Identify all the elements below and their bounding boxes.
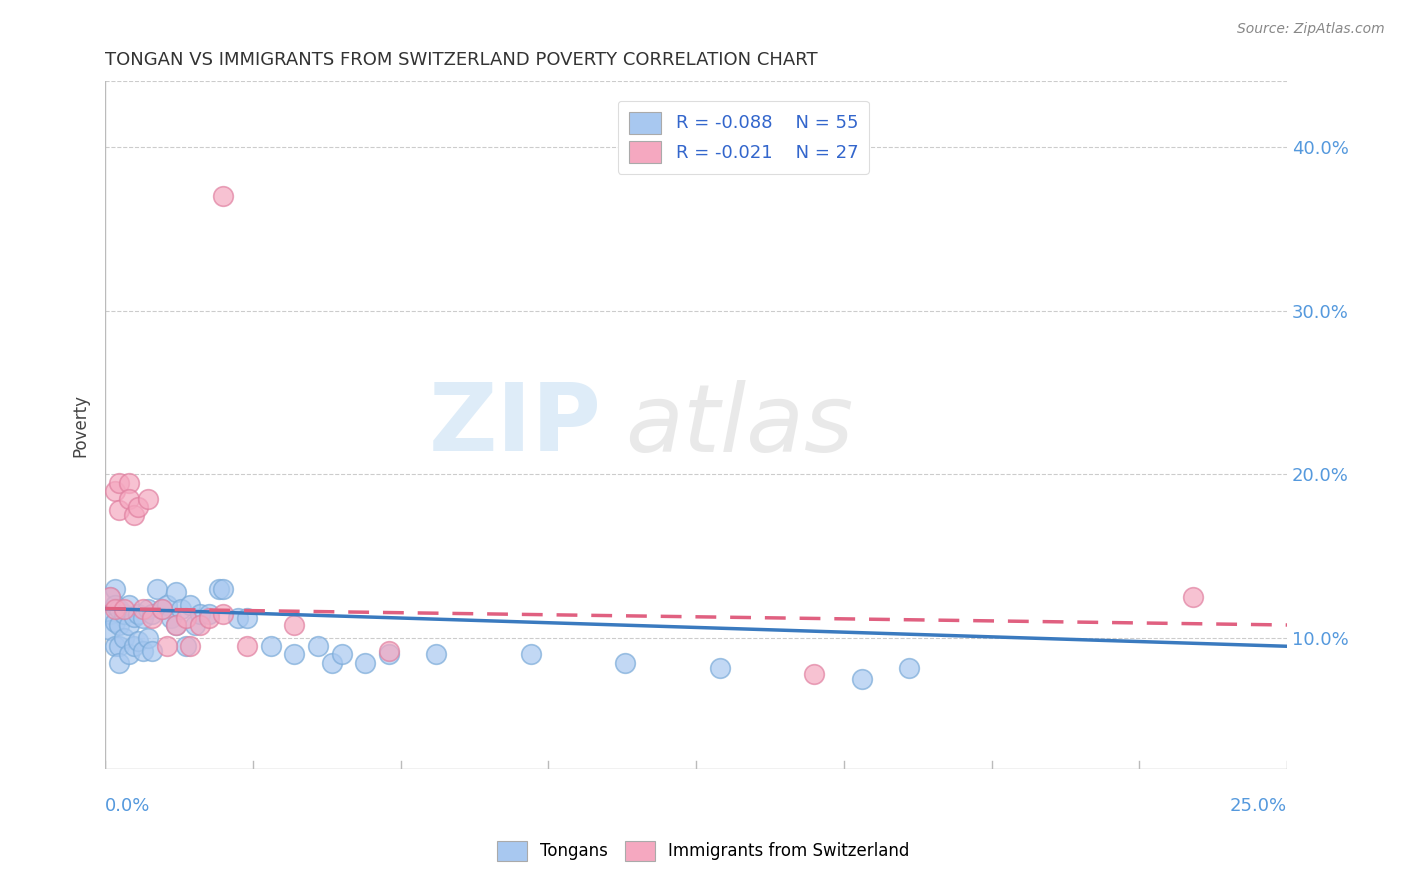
Point bbox=[150, 601, 173, 615]
Point bbox=[108, 618, 131, 632]
Point bbox=[321, 656, 343, 670]
Point bbox=[98, 607, 121, 621]
Point bbox=[330, 648, 353, 662]
Point bbox=[104, 483, 127, 498]
Point bbox=[104, 599, 127, 613]
Point bbox=[307, 640, 329, 654]
Point bbox=[174, 640, 197, 654]
Point bbox=[174, 611, 197, 625]
Point bbox=[425, 648, 447, 662]
Point bbox=[104, 582, 127, 596]
Legend: Tongans, Immigrants from Switzerland: Tongans, Immigrants from Switzerland bbox=[491, 834, 915, 868]
Point bbox=[118, 618, 141, 632]
Text: TONGAN VS IMMIGRANTS FROM SWITZERLAND POVERTY CORRELATION CHART: TONGAN VS IMMIGRANTS FROM SWITZERLAND PO… bbox=[105, 51, 818, 69]
Legend: R = -0.088    N = 55, R = -0.021    N = 27: R = -0.088 N = 55, R = -0.021 N = 27 bbox=[617, 101, 869, 174]
Point bbox=[179, 640, 201, 654]
Point bbox=[122, 640, 145, 654]
Point bbox=[122, 508, 145, 523]
Point bbox=[118, 491, 141, 506]
Text: 25.0%: 25.0% bbox=[1230, 797, 1286, 814]
Point bbox=[260, 640, 283, 654]
Point bbox=[132, 644, 155, 658]
Point bbox=[165, 585, 187, 599]
Point bbox=[803, 667, 825, 681]
Text: Source: ZipAtlas.com: Source: ZipAtlas.com bbox=[1237, 22, 1385, 37]
Point bbox=[198, 607, 221, 621]
Point bbox=[118, 599, 141, 613]
Point bbox=[236, 640, 259, 654]
Point bbox=[897, 660, 920, 674]
Point bbox=[226, 611, 249, 625]
Point bbox=[141, 611, 163, 625]
Point bbox=[614, 656, 637, 670]
Point bbox=[709, 660, 731, 674]
Point bbox=[184, 618, 207, 632]
Point bbox=[122, 609, 145, 624]
Point bbox=[283, 648, 305, 662]
Point bbox=[212, 607, 235, 621]
Point bbox=[118, 648, 141, 662]
Point bbox=[170, 601, 193, 615]
Point bbox=[104, 601, 127, 615]
Point bbox=[378, 648, 401, 662]
Point bbox=[1181, 590, 1204, 604]
Point bbox=[108, 503, 131, 517]
Point bbox=[136, 491, 159, 506]
Point bbox=[198, 611, 221, 625]
Point bbox=[127, 607, 149, 621]
Point bbox=[519, 648, 541, 662]
Y-axis label: Poverty: Poverty bbox=[72, 393, 89, 457]
Point bbox=[104, 640, 127, 654]
Point bbox=[208, 582, 231, 596]
Point bbox=[165, 618, 187, 632]
Point bbox=[127, 500, 149, 514]
Point bbox=[108, 640, 131, 654]
Point bbox=[283, 618, 305, 632]
Point bbox=[141, 607, 163, 621]
Text: ZIP: ZIP bbox=[429, 379, 602, 471]
Point bbox=[188, 618, 211, 632]
Point bbox=[136, 601, 159, 615]
Point bbox=[104, 615, 127, 629]
Point bbox=[236, 611, 259, 625]
Point bbox=[156, 640, 179, 654]
Point bbox=[98, 623, 121, 637]
Point bbox=[98, 590, 121, 604]
Point bbox=[156, 599, 179, 613]
Point bbox=[108, 601, 131, 615]
Point bbox=[136, 631, 159, 645]
Point bbox=[146, 582, 169, 596]
Point bbox=[212, 189, 235, 203]
Text: 0.0%: 0.0% bbox=[105, 797, 150, 814]
Point bbox=[188, 607, 211, 621]
Point bbox=[165, 618, 187, 632]
Point bbox=[851, 672, 873, 686]
Point bbox=[212, 582, 235, 596]
Point bbox=[354, 656, 377, 670]
Point bbox=[132, 601, 155, 615]
Point bbox=[127, 634, 149, 648]
Text: atlas: atlas bbox=[626, 380, 853, 471]
Point bbox=[108, 475, 131, 490]
Point bbox=[112, 631, 135, 645]
Point bbox=[160, 611, 183, 625]
Point bbox=[108, 656, 131, 670]
Point bbox=[112, 607, 135, 621]
Point bbox=[112, 601, 135, 615]
Point bbox=[179, 599, 201, 613]
Point bbox=[132, 611, 155, 625]
Point bbox=[118, 475, 141, 490]
Point bbox=[150, 601, 173, 615]
Point bbox=[98, 590, 121, 604]
Point bbox=[141, 644, 163, 658]
Point bbox=[378, 644, 401, 658]
